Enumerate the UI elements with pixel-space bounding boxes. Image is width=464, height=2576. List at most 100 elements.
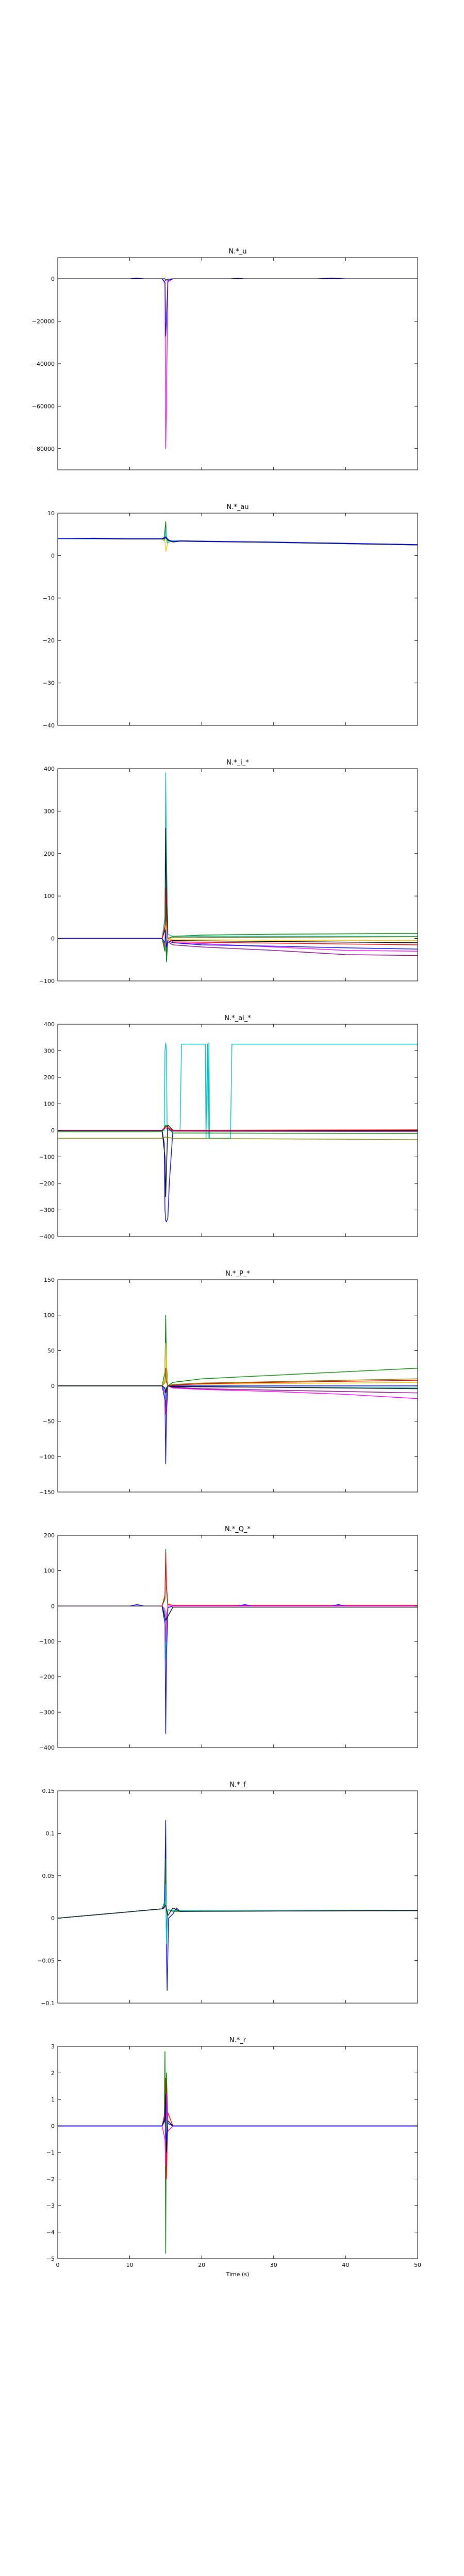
- series-line: [58, 536, 418, 545]
- x-tick-label: 50: [414, 2262, 421, 2268]
- series-line: [58, 1604, 418, 1734]
- y-tick-label: −30: [43, 680, 55, 687]
- series-line: [58, 1884, 418, 1944]
- y-tick-label: −80000: [32, 446, 55, 452]
- series-line: [58, 537, 418, 546]
- y-tick-label: 0.15: [42, 1788, 55, 1794]
- y-tick-label: 100: [44, 1101, 55, 1108]
- series-line: [58, 1552, 418, 1607]
- x-tick-label: 20: [198, 2262, 205, 2268]
- series-line: [58, 1385, 418, 1408]
- chart-title: N.*_P_*: [225, 1270, 250, 1278]
- x-tick-label: 0: [56, 2262, 60, 2268]
- y-tick-label: 0.05: [42, 1873, 55, 1879]
- y-tick-label: −100: [39, 1638, 55, 1645]
- y-tick-label: 300: [44, 808, 55, 815]
- series-line: [58, 1124, 418, 1197]
- y-tick-label: 0: [51, 1603, 55, 1609]
- series-line: [58, 1385, 418, 1415]
- y-tick-label: −300: [39, 1207, 55, 1214]
- y-tick-label: 0: [51, 552, 55, 559]
- y-tick-label: −40: [43, 722, 55, 729]
- series-line: [58, 2104, 418, 2143]
- y-tick-label: 200: [44, 1074, 55, 1081]
- y-tick-label: −50: [43, 1418, 55, 1425]
- chart-title: N.*_f: [229, 1781, 246, 1789]
- y-tick-label: −20000: [32, 318, 55, 325]
- chart-title: N.*_Q_*: [225, 1526, 251, 1533]
- y-tick-label: −60000: [32, 403, 55, 410]
- y-tick-label: 400: [44, 766, 55, 772]
- series-line: [58, 1371, 418, 1386]
- y-tick-label: 0: [51, 1383, 55, 1389]
- chart-title: N.*_u: [228, 248, 246, 256]
- series-line: [58, 2051, 418, 2254]
- y-tick-label: 400: [44, 1021, 55, 1028]
- y-tick-label: 10: [47, 510, 55, 517]
- plot-frame: [57, 513, 418, 726]
- y-tick-label: −100: [39, 978, 55, 985]
- y-tick-label: 100: [44, 1568, 55, 1574]
- y-tick-label: 0.1: [46, 1830, 55, 1837]
- y-tick-label: −5: [46, 2256, 55, 2262]
- y-tick-label: −4: [46, 2229, 55, 2236]
- series-line: [58, 1605, 418, 1660]
- y-tick-label: −40000: [32, 361, 55, 367]
- y-tick-label: 300: [44, 1048, 55, 1055]
- series-line: [58, 2078, 418, 2180]
- y-tick-label: 100: [44, 1312, 55, 1319]
- y-tick-label: 200: [44, 851, 55, 857]
- y-tick-label: −1: [46, 2149, 55, 2156]
- plot-frame: [57, 2046, 418, 2259]
- plot-frame: [57, 1535, 418, 1748]
- series-line: [58, 528, 418, 546]
- y-tick-label: −3: [46, 2202, 55, 2209]
- series-line: [58, 887, 418, 945]
- y-tick-label: 0: [51, 276, 55, 282]
- series-line: [58, 1124, 418, 1134]
- y-tick-label: 200: [44, 1532, 55, 1539]
- series-line: [58, 1858, 418, 1936]
- series-line: [58, 827, 418, 943]
- plot-frame: [57, 1790, 418, 2004]
- series-line: [58, 2093, 418, 2166]
- y-tick-label: 3: [51, 2043, 55, 2050]
- y-tick-label: −0.1: [41, 2000, 55, 2007]
- y-tick-label: −10: [43, 595, 55, 602]
- chart-title: N.*_au: [226, 503, 248, 511]
- series-line: [58, 1314, 418, 1386]
- y-tick-label: 150: [44, 1277, 55, 1283]
- y-tick-label: −100: [39, 1453, 55, 1460]
- series-line: [58, 904, 418, 962]
- y-tick-label: −300: [39, 1709, 55, 1716]
- series-line: [58, 1820, 418, 1991]
- series-line: [58, 538, 418, 552]
- y-tick-label: −100: [39, 1154, 55, 1161]
- y-tick-label: −0.05: [37, 1958, 55, 1964]
- y-tick-label: −2: [46, 2176, 55, 2183]
- series-line: [58, 1137, 418, 1140]
- y-tick-label: −400: [39, 1233, 55, 1240]
- x-tick-label: 30: [270, 2262, 277, 2268]
- y-tick-label: −200: [39, 1180, 55, 1187]
- series-line: [58, 1042, 418, 1139]
- series-line: [58, 929, 418, 950]
- series-line: [58, 1130, 418, 1223]
- series-line: [58, 1549, 418, 1607]
- y-tick-label: −150: [39, 1489, 55, 1496]
- y-tick-label: 100: [44, 893, 55, 900]
- y-tick-label: 0: [51, 936, 55, 942]
- chart-title: N.*_r: [229, 2037, 246, 2044]
- y-tick-label: 50: [47, 1347, 55, 1354]
- plot-frame: [57, 257, 418, 470]
- series-line: [58, 1127, 418, 1132]
- y-tick-label: 2: [51, 2070, 55, 2077]
- chart-title: N.*_ai_*: [224, 1014, 251, 1022]
- series-line: [58, 1385, 418, 1394]
- series-line: [58, 921, 418, 947]
- series-line: [58, 1126, 418, 1131]
- chart-title: N.*_i_*: [226, 759, 249, 767]
- series-line: [58, 278, 418, 449]
- y-tick-label: 1: [51, 2096, 55, 2103]
